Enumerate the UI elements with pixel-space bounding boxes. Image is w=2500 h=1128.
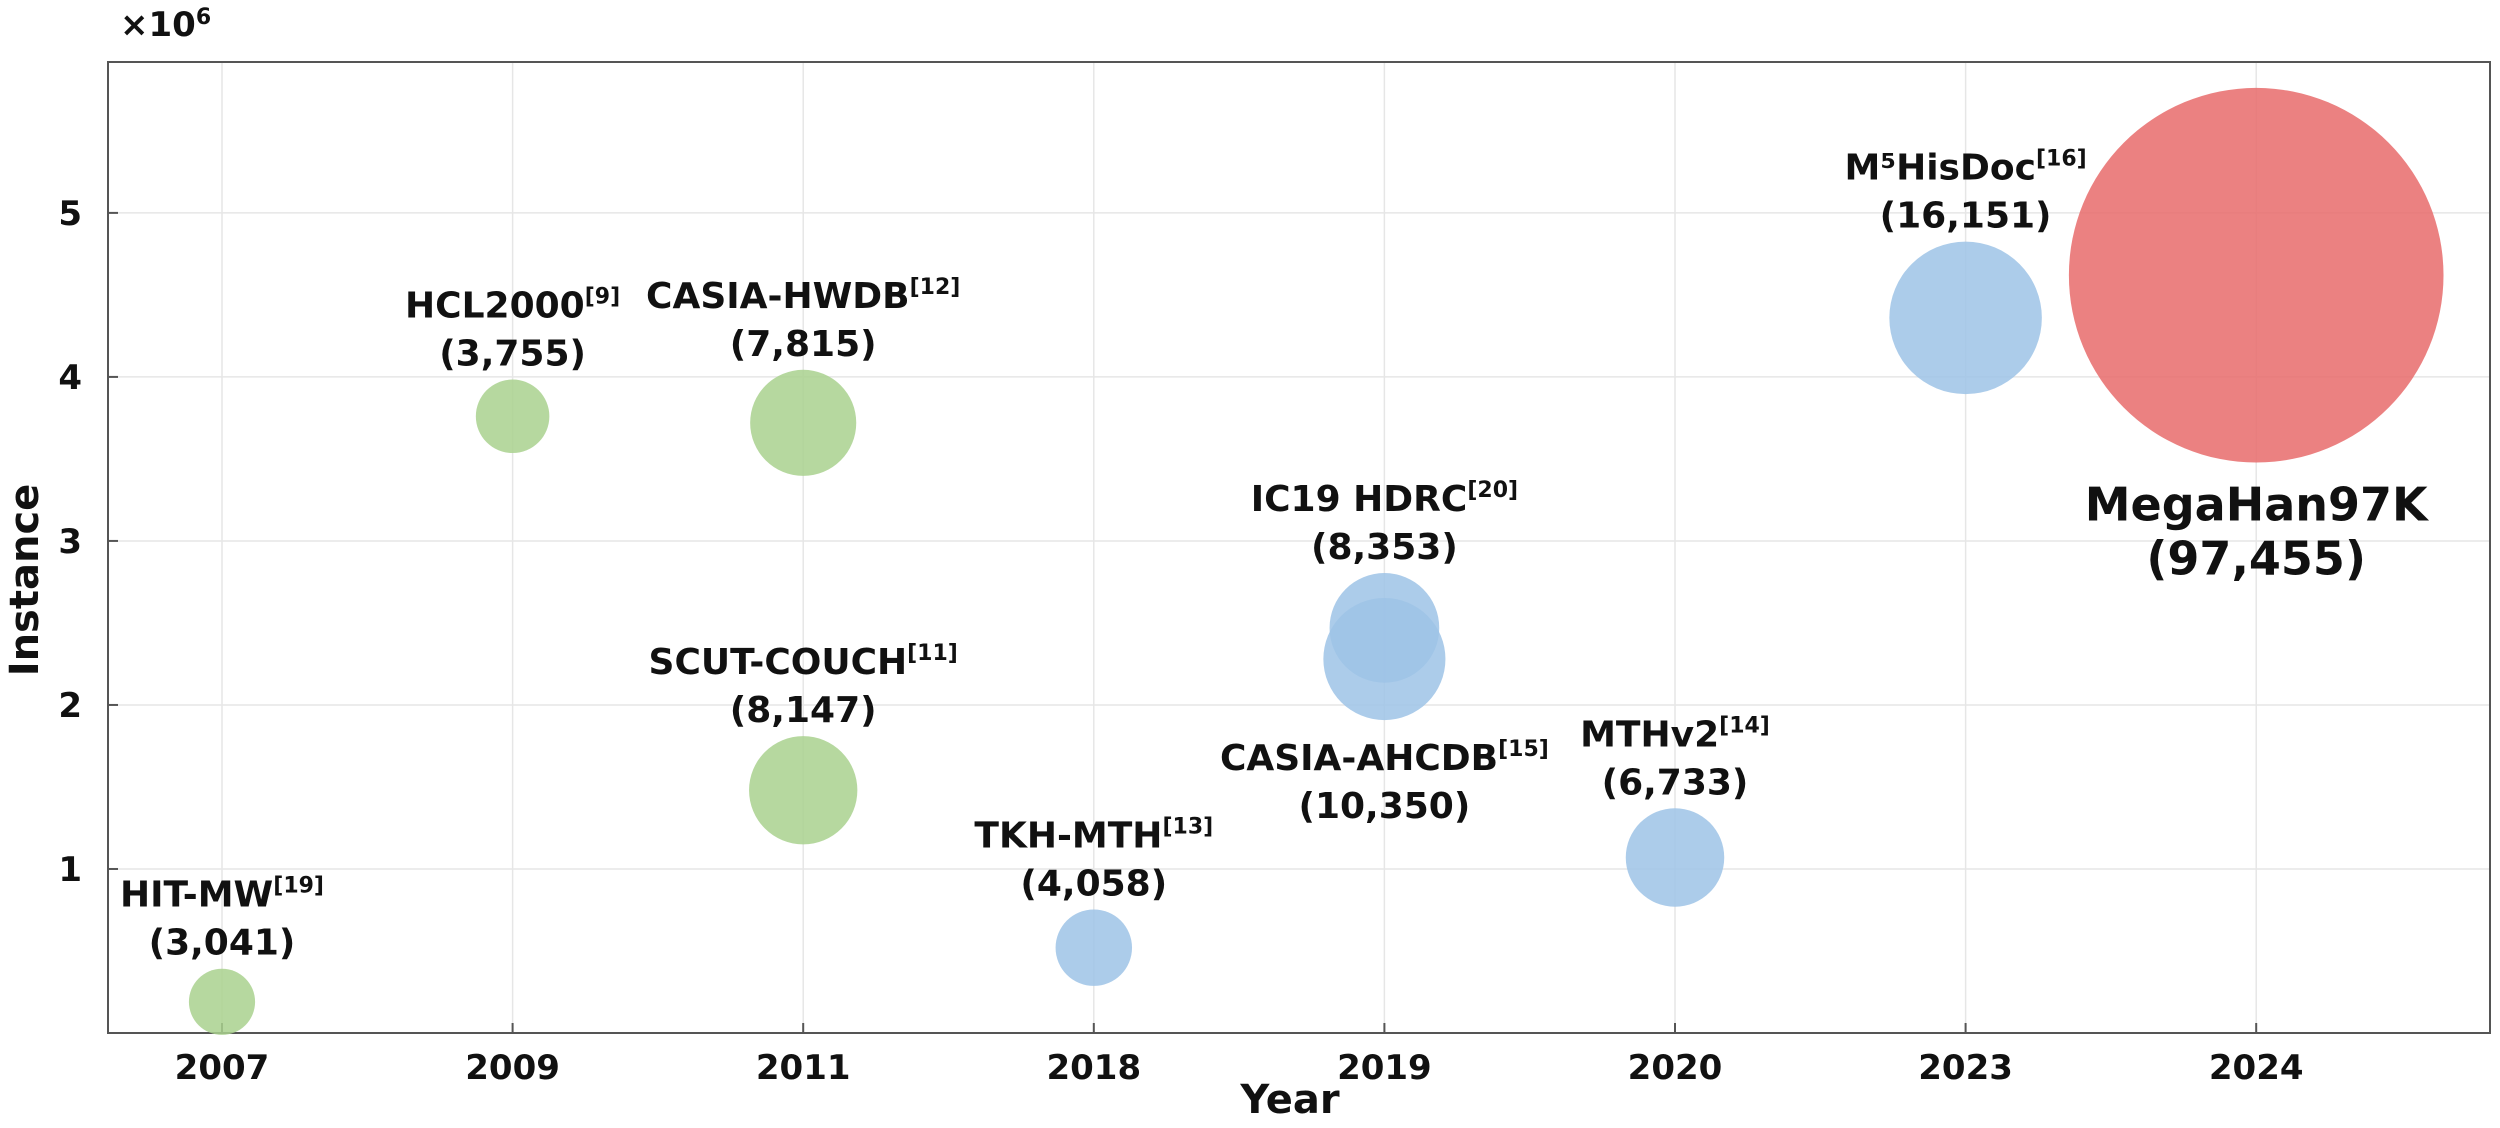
bubble-classes-label: (8,353) bbox=[1311, 527, 1458, 568]
bubble-name-label: M⁵HisDoc[16] bbox=[1845, 147, 2087, 189]
bubble-name-label: TKH-MTH[13] bbox=[974, 814, 1213, 856]
y-tick-label: 3 bbox=[58, 522, 82, 562]
bubble-scut-couch bbox=[749, 736, 858, 845]
bubble-name-label: SCUT-COUCH[11] bbox=[649, 641, 958, 683]
y-tick-label: 5 bbox=[58, 194, 82, 234]
grid bbox=[108, 62, 2490, 1033]
y-multiplier-base: ×10 bbox=[120, 5, 196, 45]
y-multiplier-exponent: 6 bbox=[196, 5, 211, 30]
x-tick-label: 2020 bbox=[1628, 1048, 1723, 1088]
bubble-hcl2000 bbox=[475, 379, 550, 454]
x-tick-label: 2018 bbox=[1046, 1048, 1141, 1088]
y-tick-label: 4 bbox=[58, 358, 82, 398]
bubble-name-label: CASIA-AHCDB[15] bbox=[1220, 737, 1549, 779]
bubble-labels: HIT-MW[19] (3,041) HCL2000[9] (3,755) CASIA-… bbox=[120, 147, 2430, 964]
bubble-classes-label: (3,041) bbox=[149, 923, 296, 964]
bubble-casia-ahcdb bbox=[1323, 597, 1446, 721]
bubble-classes-label: (8,147) bbox=[730, 690, 877, 731]
x-ticks: 2007 2009 2011 2018 2019 2020 2023 2024 bbox=[175, 1023, 2304, 1088]
bubbles bbox=[188, 87, 2444, 1035]
bubble-classes-label: (4,058) bbox=[1020, 863, 1167, 904]
y-multiplier: ×106 bbox=[120, 5, 211, 45]
bubble-classes-label: (16,151) bbox=[1880, 196, 2052, 237]
y-tick-label: 1 bbox=[58, 850, 82, 890]
bubble-name-label: MTHv2[14] bbox=[1580, 713, 1770, 755]
x-axis-title: Year bbox=[1239, 1077, 1339, 1123]
bubble-classes-label: (10,350) bbox=[1298, 786, 1470, 827]
y-ticks: 1 2 3 4 5 bbox=[58, 194, 118, 890]
bubble-name-label: IC19 HDRC[20] bbox=[1251, 478, 1518, 520]
x-tick-label: 2024 bbox=[2209, 1048, 2304, 1088]
plot-frame bbox=[107, 61, 2491, 1034]
bubble-m-hisdoc bbox=[1889, 241, 2042, 395]
bubble-hit-mw bbox=[188, 968, 256, 1035]
bubble-tkh-mth bbox=[1055, 909, 1133, 986]
x-tick-label: 2007 bbox=[175, 1048, 270, 1088]
bubble-classes-label: (7,815) bbox=[730, 324, 877, 365]
y-axis-title: Instance bbox=[2, 484, 48, 677]
bubble-name-label: CASIA-HWDB[12] bbox=[646, 275, 960, 317]
bubble-name-label: HIT-MW[19] bbox=[120, 874, 324, 916]
bubble-mthv2 bbox=[1625, 808, 1725, 907]
x-tick-label: 2023 bbox=[1918, 1048, 2013, 1088]
bubble-name-label: MegaHan97K bbox=[2085, 478, 2430, 532]
x-tick-label: 2009 bbox=[465, 1048, 560, 1088]
bubble-megahan97k bbox=[2068, 87, 2444, 463]
bubble-classes-label: (97,455) bbox=[2146, 532, 2366, 586]
x-tick-label: 2011 bbox=[756, 1048, 851, 1088]
x-tick-label: 2019 bbox=[1337, 1048, 1432, 1088]
bubble-casia-hwdb bbox=[750, 369, 857, 476]
bubble-classes-label: (6,733) bbox=[1602, 762, 1749, 803]
y-tick-label: 2 bbox=[58, 686, 82, 726]
bubble-classes-label: (3,755) bbox=[439, 334, 586, 375]
bubble-name-label: HCL2000[9] bbox=[405, 285, 620, 327]
